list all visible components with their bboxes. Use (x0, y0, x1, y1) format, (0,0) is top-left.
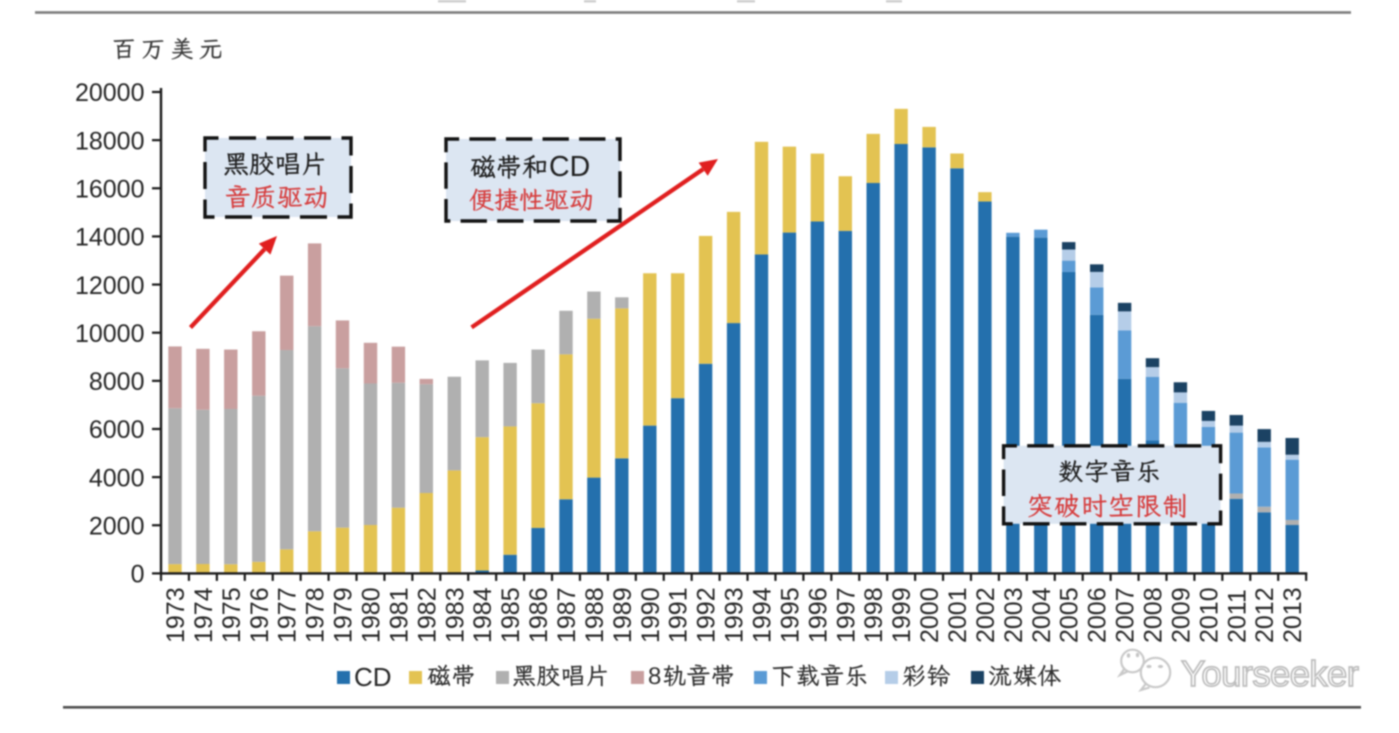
svg-text:2007: 2007 (1112, 587, 1140, 643)
svg-text:2000: 2000 (916, 587, 944, 643)
svg-text:1977: 1977 (274, 587, 302, 643)
svg-text:2006: 2006 (1084, 587, 1112, 643)
svg-text:14000: 14000 (75, 224, 145, 252)
svg-text:1994: 1994 (749, 587, 777, 643)
svg-text:CD: CD (549, 151, 590, 183)
svg-text:1981: 1981 (385, 587, 413, 643)
svg-text:2003: 2003 (1000, 587, 1028, 643)
svg-text:2001: 2001 (944, 587, 972, 643)
svg-text:1978: 1978 (302, 587, 330, 643)
svg-text:1987: 1987 (553, 587, 581, 643)
svg-text:4000: 4000 (89, 464, 145, 492)
svg-text:1982: 1982 (413, 587, 441, 643)
svg-text:1998: 1998 (860, 587, 888, 643)
svg-text:16000: 16000 (75, 176, 145, 204)
svg-text:2002: 2002 (972, 587, 1000, 643)
svg-text:2008: 2008 (1140, 587, 1168, 643)
svg-text:1991: 1991 (665, 587, 693, 643)
svg-text:1983: 1983 (441, 587, 469, 643)
svg-text:2009: 2009 (1167, 587, 1195, 643)
svg-text:1999: 1999 (888, 587, 916, 643)
svg-text:1992: 1992 (693, 587, 721, 643)
svg-text:1976: 1976 (246, 587, 274, 643)
svg-text:1997: 1997 (832, 587, 860, 643)
svg-text:2000: 2000 (89, 513, 145, 541)
svg-text:1975: 1975 (218, 587, 246, 643)
svg-text:1993: 1993 (721, 587, 749, 643)
svg-text:10000: 10000 (75, 320, 145, 348)
svg-text:6000: 6000 (89, 416, 145, 444)
svg-text:1989: 1989 (609, 587, 637, 643)
svg-text:1985: 1985 (497, 587, 525, 643)
svg-text:2005: 2005 (1056, 587, 1084, 643)
svg-text:Yourseeker: Yourseeker (1181, 653, 1359, 694)
svg-text:1996: 1996 (804, 587, 832, 643)
svg-text:0: 0 (131, 561, 145, 589)
svg-text:1974: 1974 (190, 587, 218, 643)
svg-text:CD: CD (354, 662, 392, 692)
svg-text:1984: 1984 (469, 587, 497, 643)
svg-text:1986: 1986 (525, 587, 553, 643)
svg-text:18000: 18000 (75, 127, 145, 155)
svg-text:1990: 1990 (637, 587, 665, 643)
svg-text:2010: 2010 (1195, 587, 1223, 643)
svg-text:1973: 1973 (162, 587, 190, 643)
svg-text:2004: 2004 (1028, 587, 1056, 643)
svg-text:2011: 2011 (1223, 589, 1251, 643)
svg-text:1995: 1995 (776, 587, 804, 643)
svg-text:1979: 1979 (330, 587, 358, 643)
svg-text:2012: 2012 (1251, 587, 1279, 643)
svg-text:1980: 1980 (358, 587, 386, 643)
svg-text:2013: 2013 (1279, 587, 1307, 643)
svg-text:20000: 20000 (75, 79, 145, 107)
svg-text:8000: 8000 (89, 368, 145, 396)
svg-text:12000: 12000 (75, 272, 145, 300)
svg-text:1988: 1988 (581, 587, 609, 643)
